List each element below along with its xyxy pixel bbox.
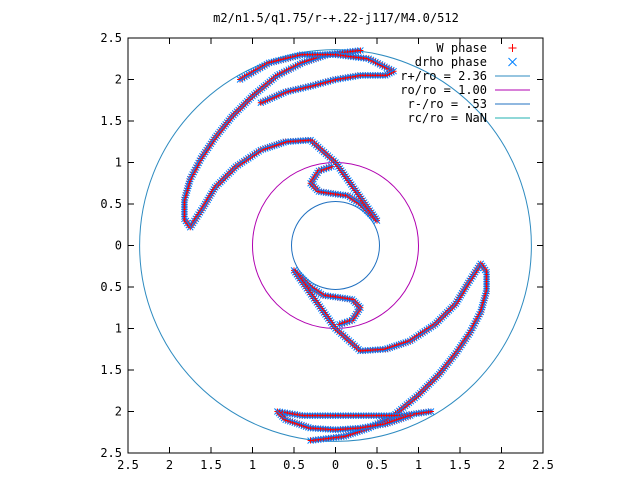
w-phase-point: [357, 47, 364, 54]
x-tick-label: 1.5: [449, 458, 471, 472]
w-phase-point: [257, 99, 264, 106]
y-tick-label: 0.5: [100, 280, 122, 294]
axis-ticks: 2.5 2 1.5 1 0.5 0 0.5 1 1.5 2 2.52.521.510.500.511…: [100, 31, 554, 472]
x-tick-label: 2.5: [532, 458, 554, 472]
y-tick-label: 2.5: [100, 446, 122, 460]
x-tick-label: 2: [498, 458, 505, 472]
x-tick-label: 2: [166, 458, 173, 472]
reference-circle: [139, 49, 532, 442]
x-tick-label: 2.5: [117, 458, 139, 472]
y-tick-label: 2: [115, 405, 122, 419]
x-tick-label: 1.5: [200, 458, 222, 472]
legend-marker: [508, 44, 517, 52]
y-tick-label: 0.5: [100, 197, 122, 211]
data-points: [181, 47, 490, 444]
y-tick-label: 1: [115, 322, 122, 336]
legend-label: drho phase: [415, 55, 487, 69]
x-tick-label: 1: [249, 458, 256, 472]
x-tick-label: 1: [415, 458, 422, 472]
legend-label: r-/ro = .53: [408, 97, 487, 111]
x-tick-label: 0.5: [366, 458, 388, 472]
legend-marker: [508, 57, 517, 67]
y-tick-label: 1.5: [100, 363, 122, 377]
y-tick-label: 2: [115, 73, 122, 87]
legend-label: ro/ro = 1.00: [400, 83, 487, 97]
x-tick-label: 0.5: [283, 458, 305, 472]
legend-label: rc/ro = NaN: [408, 111, 487, 125]
w-phase-point: [407, 412, 414, 419]
y-tick-label: 0: [115, 239, 122, 253]
legend-label: W phase: [436, 41, 487, 55]
y-tick-label: 2.5: [100, 31, 122, 45]
y-tick-label: 1.5: [100, 114, 122, 128]
chart-title: m2/n1.5/q1.75/r-+.22-j117/M4.0/512: [213, 11, 459, 25]
y-tick-label: 1: [115, 156, 122, 170]
reference-circle: [291, 201, 380, 290]
w-phase-point: [307, 437, 314, 444]
legend-label: r+/ro = 2.36: [400, 69, 487, 83]
x-tick-label: 0: [332, 458, 339, 472]
